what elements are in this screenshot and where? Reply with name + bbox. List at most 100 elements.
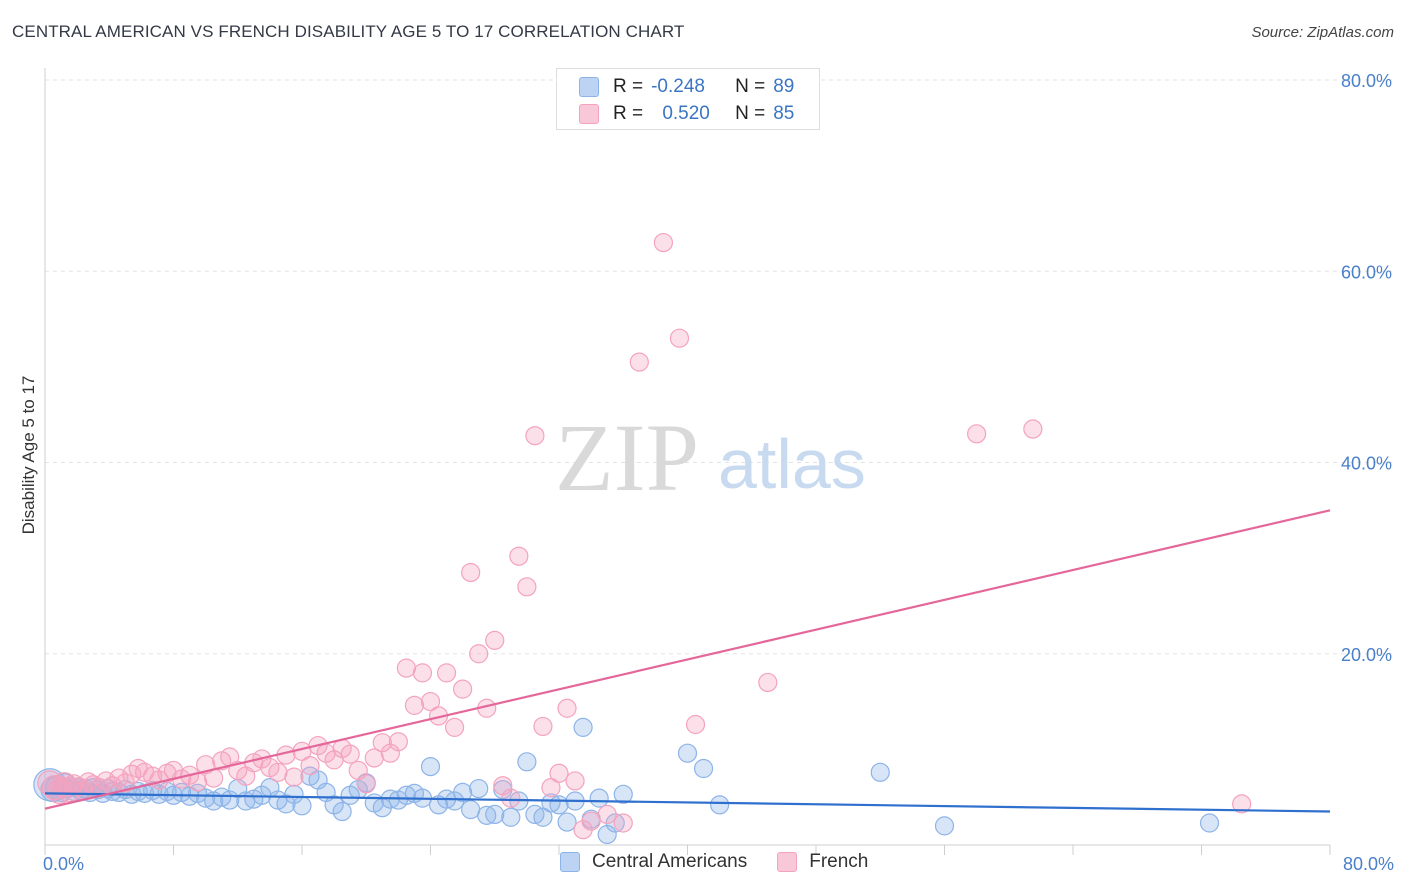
point-french xyxy=(485,630,505,650)
point-french xyxy=(629,352,649,372)
point-french xyxy=(669,328,690,348)
y-tick-label: 40.0% xyxy=(1341,454,1392,474)
point-central-americans xyxy=(1199,813,1220,833)
point-french xyxy=(380,743,400,763)
point-french xyxy=(412,663,433,683)
point-central-americans xyxy=(324,795,344,815)
point-french xyxy=(436,663,457,683)
axes xyxy=(44,68,1331,855)
point-central-americans xyxy=(573,717,593,737)
point-central-americans xyxy=(461,800,481,820)
point-central-americans xyxy=(557,812,577,832)
point-central-americans xyxy=(613,784,633,804)
point-central-americans xyxy=(284,784,304,804)
point-french xyxy=(284,767,304,787)
legend-n-label: N = xyxy=(735,103,766,124)
legend-swatch-pink xyxy=(579,104,599,124)
point-central-americans xyxy=(589,788,609,808)
point-central-americans xyxy=(453,782,473,803)
legend-item-french[interactable]: French xyxy=(777,851,868,873)
point-central-americans xyxy=(469,778,489,799)
trend-line-central-americans xyxy=(44,792,1331,813)
legend-item-central-americans[interactable]: Central Americans xyxy=(560,851,747,873)
legend-label: French xyxy=(809,851,869,872)
point-central-americans xyxy=(332,801,352,822)
y-tick-label: 20.0% xyxy=(1341,645,1392,665)
point-french xyxy=(461,562,481,583)
legend-label: Central Americans xyxy=(592,851,748,872)
x-tick-label: 0.0% xyxy=(43,854,84,874)
point-french xyxy=(1023,419,1043,439)
watermark: ZIP atlas xyxy=(555,404,866,511)
point-french xyxy=(509,546,529,566)
point-french xyxy=(268,762,288,782)
point-central-americans xyxy=(677,743,698,763)
point-central-americans xyxy=(710,795,730,815)
point-french xyxy=(685,714,706,735)
chart-title: CENTRAL AMERICAN VS FRENCH DISABILITY AG… xyxy=(12,22,685,41)
y-axis-label: Disability Age 5 to 17 xyxy=(19,376,38,535)
gridlines xyxy=(45,79,1392,655)
point-french xyxy=(525,426,545,446)
point-central-americans xyxy=(420,756,441,777)
watermark-atlas: atlas xyxy=(718,425,866,503)
legend-n-value: 89 xyxy=(773,76,795,97)
y-tick-label: 80.0% xyxy=(1341,71,1392,91)
point-central-americans xyxy=(396,785,417,805)
point-french xyxy=(541,778,561,798)
point-french xyxy=(469,644,489,664)
point-french xyxy=(581,811,601,831)
stats-legend: R = -0.248 N = 89 R = 0.520 N = 85 xyxy=(556,68,820,130)
legend-swatch-blue xyxy=(560,852,580,872)
point-french xyxy=(420,691,441,712)
point-central-americans xyxy=(693,758,714,779)
data-points xyxy=(33,232,1252,845)
point-french xyxy=(565,771,585,791)
point-french xyxy=(653,232,674,253)
point-central-americans xyxy=(549,795,569,815)
legend-swatch-pink xyxy=(777,852,798,872)
watermark-zip: ZIP xyxy=(555,404,699,511)
point-french xyxy=(396,658,417,678)
point-french xyxy=(557,698,577,718)
legend-n-label: N = xyxy=(735,76,766,97)
point-french xyxy=(613,813,633,833)
series-legend: Central Americans French xyxy=(560,851,898,873)
point-french xyxy=(300,756,320,776)
point-french xyxy=(967,424,987,444)
point-central-americans xyxy=(292,796,312,816)
point-french xyxy=(356,774,376,794)
tick-labels: 20.0% 40.0% 60.0% 80.0% 0.0% 80.0% xyxy=(43,71,1394,874)
point-french xyxy=(340,744,360,764)
point-french xyxy=(51,776,71,796)
trend-lines xyxy=(44,509,1331,813)
legend-swatch-blue xyxy=(579,77,599,97)
point-french xyxy=(404,695,425,715)
legend-n-value: 85 xyxy=(773,103,795,124)
point-central-americans xyxy=(870,762,890,782)
point-french xyxy=(501,788,521,808)
point-central-americans xyxy=(541,793,561,813)
point-central-americans xyxy=(477,805,497,825)
point-central-americans xyxy=(597,824,617,845)
point-french xyxy=(453,679,473,699)
trend-line-french xyxy=(44,509,1331,810)
point-french xyxy=(444,717,465,737)
point-french xyxy=(517,577,537,597)
legend-r-value: 0.520 xyxy=(662,103,710,124)
point-central-americans xyxy=(517,752,537,772)
point-french xyxy=(597,804,617,825)
legend-r-label: R = xyxy=(613,76,644,97)
legend-row-french: R = 0.520 N = 85 xyxy=(579,102,794,126)
point-french xyxy=(372,733,392,753)
point-central-americans xyxy=(276,794,296,814)
point-french xyxy=(1232,794,1252,814)
point-central-americans xyxy=(533,807,553,827)
legend-r-value: -0.248 xyxy=(651,76,705,97)
point-central-americans xyxy=(501,807,521,827)
x-tick-label: 80.0% xyxy=(1343,854,1394,874)
point-central-americans xyxy=(934,816,955,836)
point-central-americans xyxy=(485,804,505,825)
y-tick-label: 60.0% xyxy=(1341,262,1392,282)
